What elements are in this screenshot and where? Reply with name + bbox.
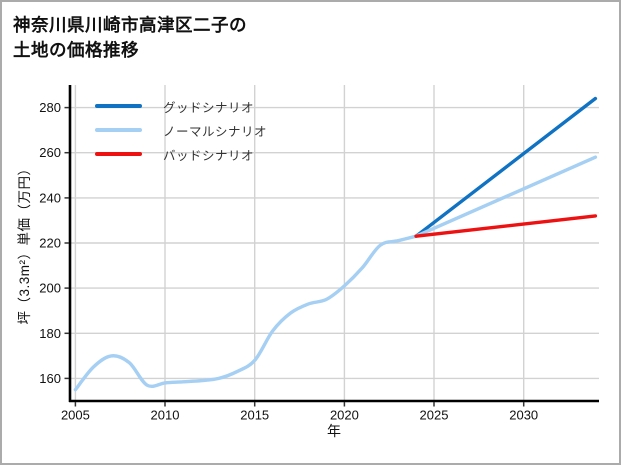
y-tick-label: 160 — [39, 371, 61, 386]
legend: グッドシナリオ ノーマルシナリオ バッドシナリオ — [95, 94, 267, 166]
y-tick-label: 260 — [39, 145, 61, 160]
legend-item-normal-scenario: ノーマルシナリオ — [95, 118, 267, 142]
series-line-normal — [414, 155, 598, 238]
chart-title-line1: 神奈川県川崎市高津区二子の — [13, 15, 247, 35]
series-line-good — [414, 96, 598, 238]
x-tick-label: 2025 — [420, 408, 449, 423]
y-tick-label: 200 — [39, 281, 61, 296]
legend-item-good-scenario: グッドシナリオ — [95, 94, 267, 118]
chart-title-line2: 土地の価格推移 — [13, 39, 139, 60]
legend-item-bad-scenario: バッドシナリオ — [95, 142, 267, 166]
legend-label-normal: ノーマルシナリオ — [163, 124, 268, 139]
x-axis-label: 年 — [327, 423, 341, 439]
y-tick-label: 220 — [39, 236, 61, 251]
legend-line-good-icon — [95, 104, 142, 108]
legend-line-bad-icon — [95, 152, 142, 156]
y-axis-label: 坪（3.3m²）単価（万円） — [17, 161, 32, 325]
x-tick-label: 2005 — [61, 408, 90, 423]
series-line-bad — [414, 214, 598, 238]
x-tick-label: 2020 — [330, 408, 359, 423]
y-tick-label: 180 — [39, 326, 61, 341]
legend-line-normal-icon — [95, 128, 142, 132]
series-line-historical — [73, 234, 418, 392]
y-tick-label: 280 — [39, 100, 61, 115]
chart-title: 神奈川県川崎市高津区二子の 土地の価格推移 — [13, 13, 247, 63]
x-tick-label: 2030 — [509, 408, 538, 423]
legend-label-bad: バッドシナリオ — [163, 148, 255, 163]
legend-label-good: グッドシナリオ — [163, 100, 255, 115]
x-tick-label: 2010 — [151, 408, 180, 423]
x-tick-label: 2015 — [240, 408, 269, 423]
y-tick-label: 240 — [39, 190, 61, 205]
